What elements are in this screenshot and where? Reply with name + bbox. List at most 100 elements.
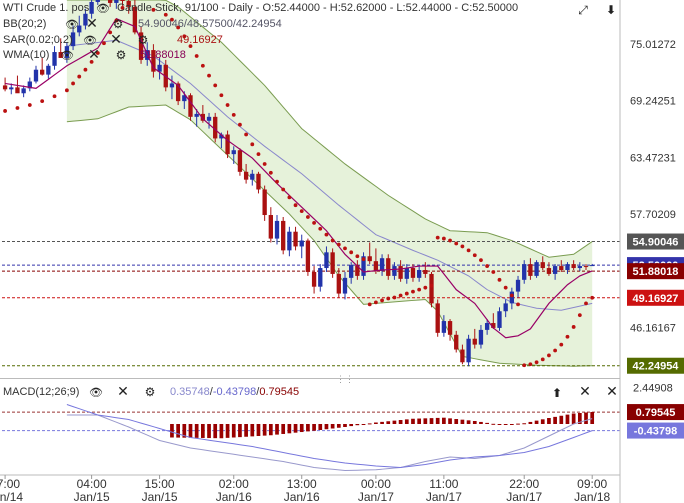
macd-signal-line: [66, 404, 593, 469]
eye-icon[interactable]: 👁: [65, 18, 79, 31]
sar-dot: [404, 291, 409, 296]
gear-icon[interactable]: ⚙: [144, 385, 156, 399]
sar-dot: [454, 241, 459, 246]
gear-icon[interactable]: ⚙: [137, 33, 149, 47]
close-icon[interactable]: ✕: [86, 16, 98, 32]
sar-dot: [114, 18, 119, 23]
y-tick-label: 75.01272: [630, 39, 676, 51]
x-tick-date: Jan/14: [0, 490, 23, 503]
candle-body: [274, 220, 280, 239]
macd-badge-label: -0.43798: [634, 426, 677, 438]
arrow-down-icon[interactable]: ⬇: [605, 3, 617, 17]
x-tick-time: 15:00: [145, 477, 175, 491]
eye-icon[interactable]: 👁: [96, 2, 110, 15]
candle-body: [70, 32, 76, 47]
sar-dot: [194, 54, 199, 58]
macd-histogram-bar: [231, 424, 236, 438]
resize-grip-icon[interactable]: ⋮⋮: [336, 374, 354, 384]
price-badge-label: 49.16927: [633, 293, 679, 305]
macd-line-value: 0.35748: [170, 386, 210, 398]
price-badge: [627, 263, 684, 280]
x-tick-date: Jan/17: [426, 490, 462, 503]
eye-icon[interactable]: 👁: [83, 34, 97, 47]
sar-dot: [343, 246, 347, 251]
bb-upper-line: [66, 0, 593, 258]
macd-histogram-bar: [213, 424, 218, 439]
sar-dot: [268, 170, 273, 175]
candle-body: [293, 231, 298, 247]
y-tick-label: 63.47231: [630, 152, 676, 164]
sar-dot: [355, 254, 360, 259]
macd-histogram-bar: [380, 421, 384, 424]
macd-histogram-bar: [238, 424, 242, 438]
sar-dot: [429, 283, 434, 288]
eye-icon[interactable]: 👁: [89, 386, 103, 399]
price-badge: [627, 233, 684, 250]
candle-body: [324, 252, 329, 269]
candle-body: [114, 0, 119, 3]
arrow-up-icon[interactable]: ⬆: [551, 386, 563, 400]
candle-body: [318, 268, 323, 287]
macd-badge-label: 0.79545: [636, 407, 676, 419]
close-icon[interactable]: ✕: [117, 384, 129, 400]
candle-body: [58, 52, 63, 58]
macd-histogram-bar: [281, 424, 286, 434]
sar-dot: [77, 74, 82, 79]
candle-body: [287, 231, 292, 251]
macd-histogram-bar: [182, 424, 187, 438]
candle-body: [250, 173, 255, 180]
macd-histogram-bar: [330, 424, 335, 429]
fullscreen-icon[interactable]: ⤢: [578, 3, 588, 17]
candle-body: [466, 338, 471, 363]
gear-icon[interactable]: ⚙: [112, 17, 124, 31]
candle-body: [21, 88, 26, 94]
y-tick-label: 46.16167: [630, 322, 676, 334]
macd-histogram-bar: [571, 413, 576, 424]
macd-histogram-bar: [398, 420, 403, 424]
candle-body: [138, 32, 144, 60]
candle-body: [410, 268, 416, 278]
x-tick-time: 09:00: [577, 477, 607, 491]
candle-body: [182, 95, 187, 102]
sar-dot: [95, 51, 100, 55]
close-icon[interactable]: ✕: [110, 32, 122, 48]
x-tick-date: Jan/15: [142, 490, 178, 503]
candle-body: [52, 52, 57, 66]
sar-dot: [275, 179, 279, 184]
wma-line: [4, 17, 593, 339]
bb-label: BB(20;2): [3, 18, 47, 30]
sar-dot: [540, 357, 545, 362]
candle-body: [491, 323, 496, 328]
reference-lines: [2, 241, 620, 367]
sar-dot: [102, 41, 106, 46]
macd-histogram-bar: [306, 424, 310, 432]
close-icon[interactable]: ✕: [579, 384, 591, 400]
close-icon[interactable]: ✕: [88, 47, 100, 63]
gear-icon[interactable]: ⚙: [115, 48, 127, 62]
macd-histogram-bar: [472, 421, 477, 424]
sar-dot: [71, 81, 75, 86]
sar-dot: [491, 270, 496, 274]
macd-histogram-bar: [485, 422, 489, 424]
candle-body: [188, 95, 193, 117]
price-badge: [627, 289, 684, 306]
eye-icon[interactable]: 👁: [60, 49, 74, 62]
close-icon[interactable]: ✕: [606, 384, 618, 400]
candle-body: [515, 279, 521, 292]
sar-dot: [349, 250, 354, 255]
macd-histogram-bar: [454, 419, 459, 424]
sar-dot: [485, 264, 490, 268]
macd-histogram-bar: [318, 424, 323, 430]
sar-dot: [318, 226, 323, 231]
macd-histogram-bar: [324, 424, 329, 430]
candle-body: [478, 329, 484, 345]
y-tick-label: 57.70209: [630, 209, 676, 221]
sar-dot: [534, 360, 539, 365]
candle-body: [126, 0, 131, 7]
sar-dot: [89, 59, 94, 64]
sar-dot: [380, 298, 384, 303]
candle-body: [379, 258, 385, 271]
sar-dot: [423, 285, 428, 290]
candle-body: [46, 65, 51, 75]
candle-body: [546, 268, 552, 274]
